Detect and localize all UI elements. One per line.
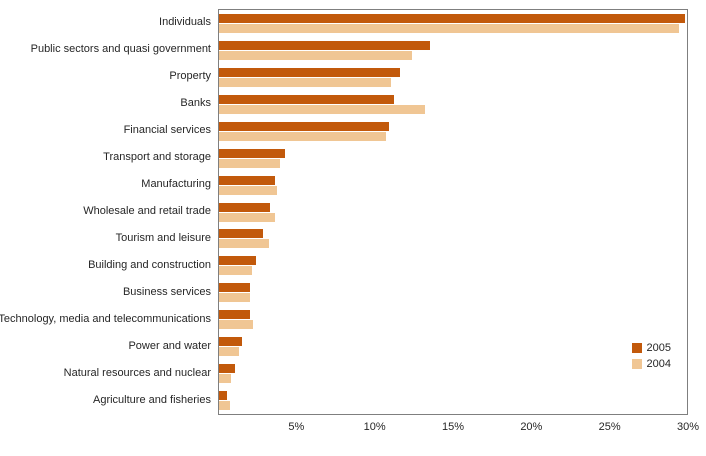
x-axis: 5% 10% 15% 20% 25% 30% <box>218 415 699 437</box>
category-label: Wholesale and retail trade <box>83 205 211 218</box>
plot-area: 2005 2004 <box>218 9 688 415</box>
bar-row <box>219 333 687 360</box>
bar-2005-property <box>219 67 400 77</box>
bar-row <box>219 172 687 199</box>
bar-2004-banks <box>219 104 425 114</box>
bar-row <box>219 226 687 253</box>
bar-2005-tourism-and-leisure <box>219 229 263 239</box>
x-axis-tick-label: 15% <box>441 421 465 433</box>
bar-2004-financial-services <box>219 131 386 141</box>
bar-2004-technology-media-and-telecommunications <box>219 320 254 330</box>
category-label: Transport and storage <box>103 151 211 164</box>
bar-2004-power-and-water <box>219 347 240 357</box>
bar-row <box>219 118 687 145</box>
bar-2005-power-and-water <box>219 337 243 347</box>
category-label: Public sectors and quasi government <box>30 43 211 56</box>
category-label: Agriculture and fisheries <box>92 394 211 407</box>
bar-2005-banks <box>219 94 394 104</box>
bar-2005-agriculture-and-fisheries <box>219 391 227 401</box>
x-axis-tick-label: 10% <box>363 421 386 433</box>
chart-body: Individuals Public sectors and quasi gove… <box>0 9 706 415</box>
category-label: Financial services <box>123 124 211 137</box>
bar-2005-technology-media-and-telecommunications <box>219 310 251 320</box>
bar-2005-building-and-construction <box>219 256 257 266</box>
bar-2005-natural-resources-and-nuclear <box>219 364 235 374</box>
bar-2004-natural-resources-and-nuclear <box>219 374 232 384</box>
bar-2005-public-sectors-and-quasi-government <box>219 40 430 50</box>
category-label: Banks <box>180 97 211 110</box>
bar-2005-financial-services <box>219 121 390 131</box>
bar-2004-tourism-and-leisure <box>219 239 269 249</box>
bar-row <box>219 306 687 333</box>
category-labels: Individuals Public sectors and quasi gove… <box>0 9 218 415</box>
bar-2005-business-services <box>219 283 251 293</box>
x-axis-tick-label: 30% <box>676 421 700 433</box>
bar-row <box>219 37 687 64</box>
bar-row <box>219 145 687 172</box>
bar-row <box>219 10 687 37</box>
bar-2004-transport-and-storage <box>219 158 280 168</box>
bar-2005-wholesale-and-retail-trade <box>219 202 271 212</box>
x-axis-tick-label: 5% <box>288 421 305 433</box>
legend-item-2004: 2004 <box>631 356 671 372</box>
x-axis-tick-label: 25% <box>598 421 621 433</box>
category-label: Technology, media and telecommunications <box>0 313 211 326</box>
bar-row <box>219 360 687 387</box>
category-label: Power and water <box>128 340 211 353</box>
category-label: Individuals <box>159 16 211 29</box>
category-label: Natural resources and nuclear <box>63 367 211 380</box>
bar-row <box>219 199 687 226</box>
legend-item-2005: 2005 <box>631 340 671 356</box>
bar-2004-manufacturing <box>219 185 277 195</box>
legend-swatch-2005 <box>631 343 642 353</box>
legend-swatch-2004 <box>631 359 642 369</box>
bar-2004-agriculture-and-fisheries <box>219 401 230 411</box>
bar-row <box>219 252 687 279</box>
bar-2004-business-services <box>219 293 251 303</box>
category-label: Manufacturing <box>141 178 211 191</box>
bar-2004-property <box>219 77 391 87</box>
bar-row <box>219 91 687 118</box>
bar-2005-individuals <box>219 13 686 23</box>
category-label: Tourism and leisure <box>115 232 211 245</box>
bar-2004-public-sectors-and-quasi-government <box>219 50 413 60</box>
bar-2004-individuals <box>219 23 680 33</box>
category-label: Property <box>169 70 211 83</box>
legend: 2005 2004 <box>631 340 671 372</box>
bar-2004-building-and-construction <box>219 266 252 276</box>
bar-row <box>219 279 687 306</box>
bar-2005-manufacturing <box>219 175 276 185</box>
bar-row <box>219 387 687 414</box>
bar-row <box>219 64 687 91</box>
bar-2005-transport-and-storage <box>219 148 285 158</box>
legend-label: 2004 <box>646 358 671 370</box>
legend-label: 2005 <box>646 342 671 354</box>
x-axis-tick-label: 20% <box>520 421 543 433</box>
category-label: Building and construction <box>88 259 211 272</box>
category-label: Business services <box>122 286 211 299</box>
bar-2004-wholesale-and-retail-trade <box>219 212 276 222</box>
